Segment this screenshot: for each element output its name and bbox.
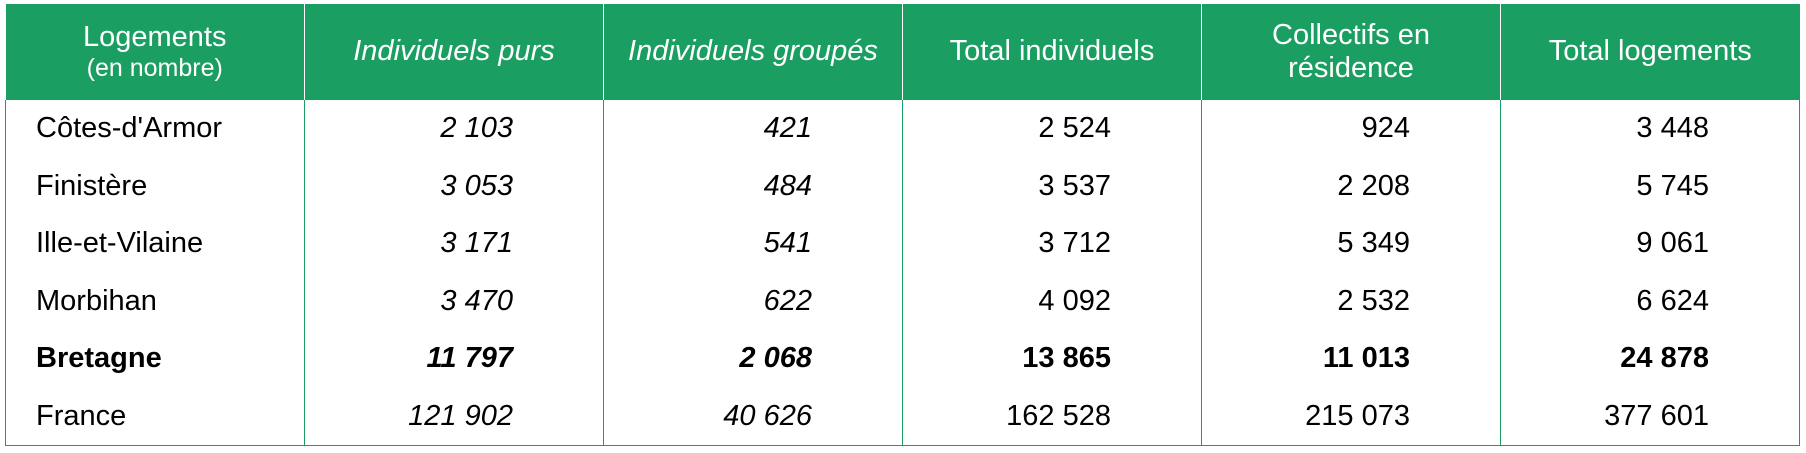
cell-value: 377 601 bbox=[1500, 387, 1800, 446]
cell-value: 3 053 bbox=[304, 157, 604, 215]
cell-value: 9 061 bbox=[1500, 215, 1800, 273]
cell-value: 6 624 bbox=[1500, 272, 1800, 330]
cell-value: 421 bbox=[603, 100, 903, 158]
cell-value: 3 448 bbox=[1500, 100, 1800, 158]
cell-value: 40 626 bbox=[603, 387, 903, 446]
header-cell: Individuels groupés bbox=[603, 4, 903, 100]
cell-value: 121 902 bbox=[304, 387, 604, 446]
header-cell: Individuels purs bbox=[304, 4, 604, 100]
table-row: Morbihan 3 470 622 4 092 2 532 6 624 bbox=[5, 272, 1800, 330]
row-label: Côtes-d'Armor bbox=[5, 100, 305, 158]
table-row: Finistère 3 053 484 3 537 2 208 5 745 bbox=[5, 157, 1800, 215]
header-row: Logements (en nombre) Individuels purs Indi… bbox=[5, 4, 1800, 100]
cell-value: 541 bbox=[603, 215, 903, 273]
table-row: Bretagne 11 797 2 068 13 865 11 013 24 878 bbox=[5, 330, 1800, 388]
cell-value: 3 537 bbox=[902, 157, 1202, 215]
header-cell: Collectifs en résidence bbox=[1201, 4, 1501, 100]
table-body: Côtes-d'Armor 2 103 421 2 524 924 3 448 Finist… bbox=[5, 100, 1800, 446]
cell-value: 2 532 bbox=[1201, 272, 1501, 330]
cell-value: 3 712 bbox=[902, 215, 1202, 273]
table-row: Côtes-d'Armor 2 103 421 2 524 924 3 448 bbox=[5, 100, 1800, 158]
cell-value: 2 103 bbox=[304, 100, 604, 158]
cell-value: 3 171 bbox=[304, 215, 604, 273]
table-row: France 121 902 40 626 162 528 215 073 377 601 bbox=[5, 387, 1800, 446]
cell-value: 24 878 bbox=[1500, 330, 1800, 388]
row-label: France bbox=[5, 387, 305, 446]
cell-value: 215 073 bbox=[1201, 387, 1501, 446]
header-cell: Total logements bbox=[1500, 4, 1800, 100]
header-subtitle: (en nombre) bbox=[86, 54, 223, 83]
cell-value: 5 745 bbox=[1500, 157, 1800, 215]
row-label: Ille-et-Vilaine bbox=[5, 215, 305, 273]
cell-value: 484 bbox=[603, 157, 903, 215]
cell-value: 2 208 bbox=[1201, 157, 1501, 215]
cell-value: 5 349 bbox=[1201, 215, 1501, 273]
cell-value: 162 528 bbox=[902, 387, 1202, 446]
cell-value: 3 470 bbox=[304, 272, 604, 330]
table-row: Ille-et-Vilaine 3 171 541 3 712 5 349 9 061 bbox=[5, 215, 1800, 273]
cell-value: 2 524 bbox=[902, 100, 1202, 158]
header-cell: Total individuels bbox=[902, 4, 1202, 100]
row-label: Finistère bbox=[5, 157, 305, 215]
cell-value: 4 092 bbox=[902, 272, 1202, 330]
header-cell: Logements (en nombre) bbox=[5, 4, 305, 100]
row-label: Morbihan bbox=[5, 272, 305, 330]
header-title: Logements bbox=[83, 20, 227, 53]
table-header: Logements (en nombre) Individuels purs Indi… bbox=[5, 4, 1800, 100]
cell-value: 13 865 bbox=[902, 330, 1202, 388]
cell-value: 11 013 bbox=[1201, 330, 1501, 388]
row-label: Bretagne bbox=[5, 330, 305, 388]
cell-value: 622 bbox=[603, 272, 903, 330]
cell-value: 924 bbox=[1201, 100, 1501, 158]
cell-value: 11 797 bbox=[304, 330, 604, 388]
cell-value: 2 068 bbox=[603, 330, 903, 388]
data-table: Logements (en nombre) Individuels purs Indi… bbox=[5, 4, 1800, 446]
